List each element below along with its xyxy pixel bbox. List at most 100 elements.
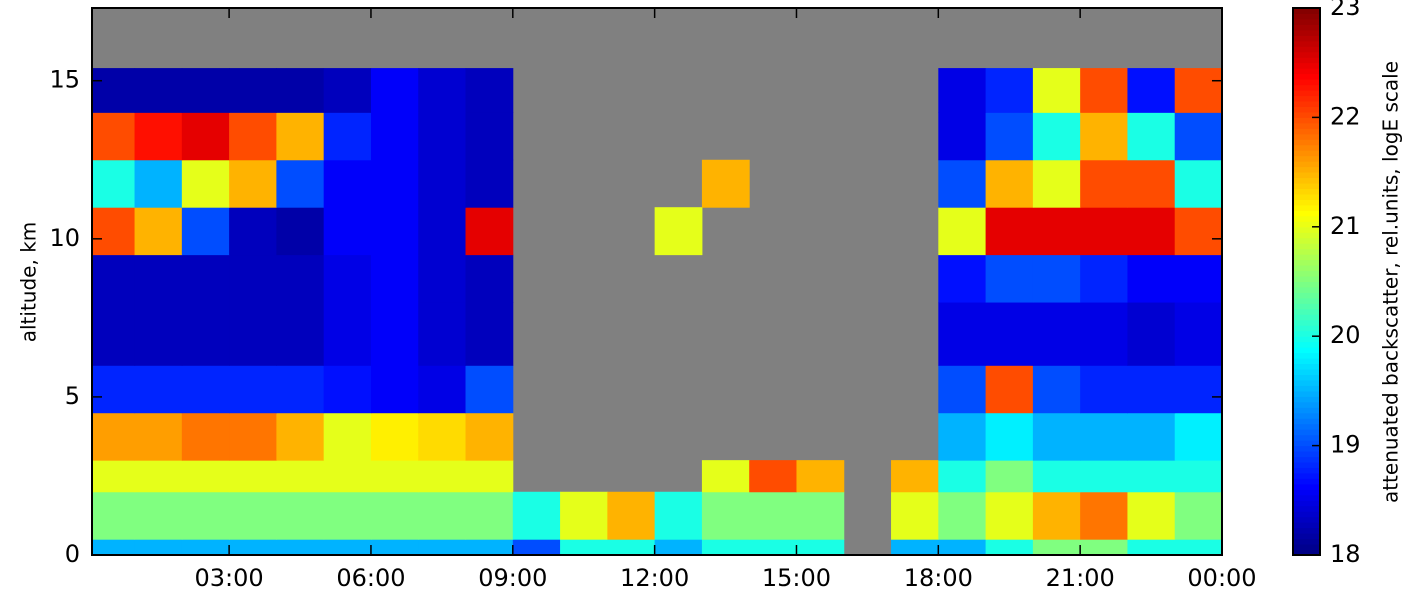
colorbar-segment bbox=[1293, 319, 1320, 326]
heatmap-cell bbox=[560, 491, 608, 540]
heatmap-cell bbox=[465, 412, 514, 461]
heatmap-cell bbox=[1127, 112, 1176, 161]
colorbar-segment bbox=[1293, 226, 1320, 233]
heatmap-cell bbox=[134, 207, 183, 256]
heatmap-cell bbox=[465, 207, 514, 256]
colorbar-segment bbox=[1293, 308, 1320, 315]
heatmap-cell bbox=[229, 365, 277, 414]
heatmap-cell bbox=[465, 491, 514, 540]
heatmap-cell bbox=[276, 68, 325, 113]
colorbar-segment bbox=[1293, 379, 1320, 386]
heatmap-cell bbox=[1080, 365, 1128, 414]
heatmap-cell bbox=[1080, 460, 1128, 493]
colorbar-segment bbox=[1293, 177, 1320, 184]
heatmap-cell bbox=[134, 460, 183, 493]
heatmap-cell bbox=[229, 159, 277, 208]
heatmap-cell bbox=[1174, 412, 1223, 461]
heatmap-cell bbox=[465, 460, 514, 493]
heatmap-cell bbox=[465, 112, 514, 161]
heatmap-cell bbox=[1174, 159, 1223, 208]
colorbar-segment bbox=[1293, 462, 1320, 468]
heatmap-cell bbox=[276, 254, 325, 303]
colorbar-segment bbox=[1293, 412, 1320, 419]
heatmap-cell bbox=[134, 68, 183, 113]
heatmap-cell bbox=[938, 207, 987, 256]
colorbar-segment bbox=[1293, 330, 1320, 337]
y-tick-label: 0 bbox=[65, 540, 80, 568]
heatmap-cell bbox=[465, 68, 514, 113]
heatmap-cell bbox=[938, 254, 987, 303]
heatmap-cell bbox=[92, 68, 136, 113]
colorbar-segment bbox=[1293, 281, 1320, 288]
colorbar-segment bbox=[1293, 79, 1320, 86]
colorbar-segment bbox=[1293, 90, 1320, 97]
heatmap-cell bbox=[92, 460, 136, 493]
colorbar-segment bbox=[1293, 95, 1320, 102]
heatmap-cell bbox=[323, 254, 372, 303]
heatmap-cell bbox=[1032, 159, 1081, 208]
colorbar-segment bbox=[1293, 237, 1320, 244]
heatmap-cell bbox=[229, 460, 277, 493]
colorbar-segment bbox=[1293, 128, 1320, 135]
colorbar-segment bbox=[1293, 418, 1320, 425]
colorbar-segment bbox=[1293, 122, 1320, 129]
colorbar-segment bbox=[1293, 276, 1320, 282]
colorbar-segment bbox=[1293, 478, 1320, 485]
heatmap-cell bbox=[418, 491, 467, 540]
colorbar-segment bbox=[1293, 423, 1320, 430]
heatmap-cell bbox=[229, 491, 277, 540]
heatmap-cell bbox=[92, 302, 136, 366]
colorbar-segment bbox=[1293, 248, 1320, 255]
heatmap-cell bbox=[181, 539, 230, 556]
heatmap-cell bbox=[323, 207, 372, 256]
colorbar-segment bbox=[1293, 111, 1320, 118]
heatmap-cell bbox=[418, 207, 467, 256]
colorbar-segment bbox=[1293, 445, 1320, 452]
colorbar-segment bbox=[1293, 204, 1320, 211]
colorbar-segment bbox=[1293, 172, 1320, 179]
heatmap-cell bbox=[181, 112, 230, 161]
colorbar-segment bbox=[1293, 527, 1320, 534]
heatmap-cell bbox=[938, 412, 987, 461]
heatmap-cell bbox=[1174, 112, 1223, 161]
colorbar-segment bbox=[1293, 188, 1320, 195]
heatmap-cell bbox=[985, 254, 1034, 303]
heatmap-cell bbox=[891, 460, 939, 493]
heatmap-cell bbox=[181, 302, 230, 366]
heatmap-cell bbox=[418, 112, 467, 161]
heatmap-cell bbox=[276, 112, 325, 161]
heatmap-cell bbox=[370, 365, 419, 414]
heatmap-cell bbox=[1032, 412, 1081, 461]
colorbar-segment bbox=[1293, 133, 1320, 140]
heatmap-cell bbox=[418, 412, 467, 461]
colorbar-segment bbox=[1293, 155, 1320, 162]
colorbar-segment bbox=[1293, 243, 1320, 250]
colorbar-segment bbox=[1293, 314, 1320, 321]
heatmap-cell bbox=[276, 207, 325, 256]
heatmap-cell bbox=[607, 539, 656, 556]
heatmap-cell bbox=[92, 254, 136, 303]
heatmap-cell bbox=[891, 491, 939, 540]
heatmap-cell bbox=[92, 491, 136, 540]
heatmap-cell bbox=[701, 539, 750, 556]
heatmap-cell bbox=[1032, 460, 1081, 493]
heatmap-cell bbox=[370, 207, 419, 256]
colorbar-segment bbox=[1293, 46, 1320, 53]
heatmap-cell bbox=[370, 68, 419, 113]
heatmap-cell bbox=[134, 539, 183, 556]
colorbar-segment bbox=[1293, 538, 1320, 545]
heatmap-cell bbox=[985, 68, 1034, 113]
heatmap-cell bbox=[323, 460, 372, 493]
heatmap-cell bbox=[276, 412, 325, 461]
colorbar-segment bbox=[1293, 396, 1320, 403]
colorbar-tick-label: 22 bbox=[1330, 102, 1361, 130]
y-tick-label: 10 bbox=[49, 224, 80, 252]
heatmap-cell bbox=[1080, 302, 1128, 366]
x-tick-label: 21:00 bbox=[1046, 564, 1115, 592]
heatmap-cell bbox=[134, 159, 183, 208]
heatmap-cell bbox=[1127, 491, 1176, 540]
heatmap-cell bbox=[1032, 254, 1081, 303]
colorbar-segment bbox=[1293, 259, 1320, 266]
colorbar-segment bbox=[1293, 106, 1320, 113]
colorbar-tick-label: 20 bbox=[1330, 321, 1361, 349]
